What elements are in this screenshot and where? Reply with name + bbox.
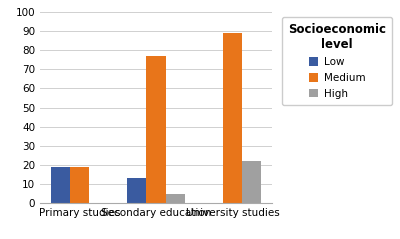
Legend: Low, Medium, High: Low, Medium, High — [282, 17, 392, 105]
Bar — [127, 178, 146, 203]
Bar — [223, 33, 242, 203]
Bar — [50, 167, 70, 203]
Bar — [70, 167, 89, 203]
Bar — [166, 194, 185, 203]
Bar — [242, 161, 262, 203]
Bar — [146, 56, 166, 203]
